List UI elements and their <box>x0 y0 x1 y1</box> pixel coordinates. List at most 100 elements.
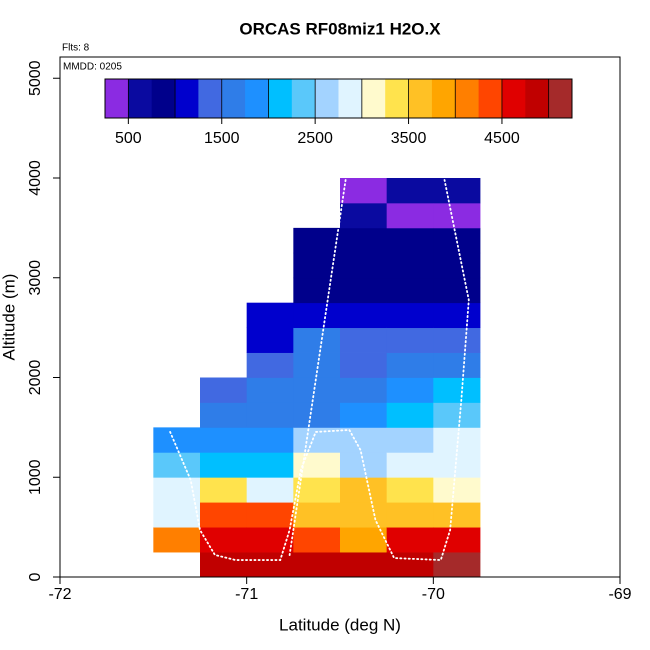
heatmap-cell <box>386 477 434 503</box>
heatmap-cell <box>246 427 294 453</box>
heatmap-cell <box>340 252 388 279</box>
chart-title: ORCAS RF08miz1 H2O.X <box>239 19 441 38</box>
heatmap-cell <box>386 202 434 229</box>
heatmap-cell <box>293 452 341 478</box>
heatmap-cell <box>153 502 201 528</box>
heatmap-cell <box>246 502 294 528</box>
heatmap-cell <box>200 402 248 428</box>
colorbar-swatch <box>221 79 246 118</box>
heatmap-cell <box>153 527 201 553</box>
heatmap-cell <box>386 327 434 353</box>
heatmap-cell <box>200 452 248 478</box>
y-tick-label: 0 <box>27 572 44 581</box>
colorbar-swatch <box>128 79 153 118</box>
heatmap-cell <box>200 552 248 578</box>
heatmap-cell <box>340 402 388 428</box>
heatmap-cell <box>340 327 388 353</box>
heatmap-cell <box>293 277 341 304</box>
heatmap-cell <box>433 427 481 453</box>
heatmap-cell <box>386 552 434 578</box>
heatmap-cell <box>433 252 481 279</box>
colorbar-swatch <box>431 79 456 118</box>
heatmap-cell <box>433 402 481 428</box>
heatmap-cell <box>433 477 481 503</box>
heatmap-cell <box>386 427 434 453</box>
colorbar-swatch <box>105 79 129 118</box>
heatmap-cell <box>386 302 434 329</box>
colorbar-frame <box>104 78 573 119</box>
colorbar-swatch <box>338 79 363 118</box>
heatmap-cell <box>340 552 388 578</box>
heatmap-cell <box>293 302 341 329</box>
heatmap-cell <box>293 527 341 553</box>
heatmap-cell <box>340 352 388 378</box>
heatmap-cell <box>340 502 388 528</box>
heatmap-cell <box>386 352 434 378</box>
heatmap-cell <box>340 277 388 304</box>
heatmap-cell <box>433 452 481 478</box>
colorbar-swatch <box>151 79 176 118</box>
colorbar-swatch <box>291 79 316 118</box>
heatmap-cell <box>340 177 388 204</box>
colorbar-tick-label: 500 <box>115 130 142 147</box>
heatmap-cell <box>200 527 248 553</box>
colorbar-swatch <box>245 79 269 118</box>
heatmap-cell <box>246 477 294 503</box>
heatmap-cell <box>153 452 201 478</box>
heatmap-cell <box>433 352 481 378</box>
heatmap-cell <box>386 502 434 528</box>
heatmap-cell <box>293 227 341 254</box>
colorbar-swatch <box>408 79 433 118</box>
colorbar-swatch <box>548 79 573 118</box>
heatmap-cell <box>433 552 481 578</box>
colorbar-tick-label: 4500 <box>484 130 520 147</box>
x-tick-label: -69 <box>608 586 631 603</box>
heatmap-cell <box>386 252 434 279</box>
colorbar-tick-label: 1500 <box>204 130 240 147</box>
date-note: MMDD: 0205 <box>63 62 122 73</box>
colorbar-swatch <box>525 79 550 118</box>
colorbar-swatch <box>478 79 503 118</box>
colorbar-swatch <box>361 79 386 118</box>
y-tick-label: 4000 <box>27 160 44 196</box>
colorbar-swatch <box>385 79 409 118</box>
heatmap-cell <box>433 202 481 229</box>
heatmap-cell <box>246 402 294 428</box>
colorbar-swatch <box>315 79 339 118</box>
heatmap-cell <box>433 377 481 403</box>
heatmap-cell <box>340 302 388 329</box>
colorbar-swatch <box>455 79 479 118</box>
heatmap-cell <box>340 477 388 503</box>
colorbar-swatch <box>175 79 199 118</box>
flights-note: Flts: 8 <box>62 43 90 54</box>
heatmap-cell <box>293 402 341 428</box>
y-tick-label: 5000 <box>27 60 44 96</box>
heatmap-cell <box>386 177 434 204</box>
heatmap-cell <box>386 227 434 254</box>
heatmap-cell <box>200 502 248 528</box>
heatmap-cell <box>200 427 248 453</box>
heatmap-cell <box>246 552 294 578</box>
colorbar-tick-label: 3500 <box>391 130 427 147</box>
heatmap-cell <box>433 227 481 254</box>
plot-frame <box>59 56 621 578</box>
x-axis-label: Latitude (deg N) <box>279 615 401 634</box>
x-tick-label: -71 <box>235 586 258 603</box>
heatmap-cell <box>246 377 294 403</box>
heatmap-cell <box>293 477 341 503</box>
heatmap-cell <box>200 377 248 403</box>
heatmap-cell <box>293 352 341 378</box>
heatmap-cell <box>200 477 248 503</box>
heatmap-cell <box>340 427 388 453</box>
heatmap-cell <box>386 377 434 403</box>
heatmap-cell <box>340 202 388 229</box>
colorbar-swatch <box>268 79 293 118</box>
heatmap-cell <box>433 327 481 353</box>
heatmap-cell <box>293 377 341 403</box>
heatmap-cell <box>386 527 434 553</box>
x-tick-label: -70 <box>422 586 445 603</box>
heatmap-cell <box>386 452 434 478</box>
heatmap-cell <box>246 452 294 478</box>
colorbar-tick-label: 2500 <box>297 130 333 147</box>
